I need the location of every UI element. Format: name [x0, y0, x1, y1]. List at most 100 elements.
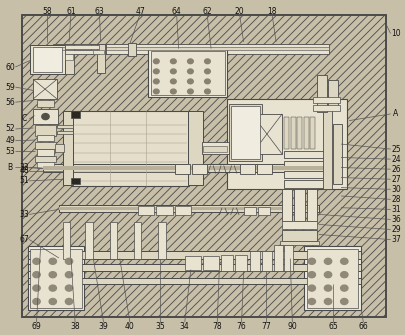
- Bar: [332, 124, 341, 184]
- Bar: [53, 47, 328, 50]
- Bar: [284, 180, 330, 188]
- Text: 48: 48: [19, 166, 29, 175]
- Text: 61: 61: [66, 7, 76, 16]
- Circle shape: [153, 59, 159, 64]
- Bar: [138, 206, 154, 215]
- Bar: [312, 105, 339, 111]
- Bar: [174, 206, 190, 215]
- Bar: [59, 207, 318, 210]
- Bar: [322, 99, 331, 189]
- Bar: [284, 245, 292, 271]
- Circle shape: [324, 298, 331, 305]
- Bar: [184, 256, 200, 270]
- Text: 24: 24: [390, 155, 400, 163]
- Text: 32: 32: [19, 163, 29, 172]
- Circle shape: [33, 272, 40, 278]
- Circle shape: [170, 89, 176, 94]
- Text: A: A: [392, 110, 397, 118]
- Bar: [65, 54, 73, 60]
- Text: B: B: [8, 163, 13, 172]
- Bar: [227, 99, 346, 189]
- Circle shape: [153, 69, 159, 74]
- Text: 53: 53: [5, 147, 15, 156]
- Bar: [281, 221, 316, 229]
- Bar: [202, 256, 219, 270]
- Bar: [30, 45, 65, 74]
- Bar: [33, 109, 58, 124]
- Circle shape: [204, 79, 210, 84]
- Bar: [22, 15, 385, 317]
- Bar: [221, 255, 232, 271]
- Circle shape: [187, 59, 193, 64]
- Bar: [28, 264, 360, 271]
- Bar: [307, 249, 358, 308]
- Text: 29: 29: [390, 225, 400, 234]
- Bar: [148, 49, 227, 97]
- Bar: [284, 161, 330, 168]
- Bar: [261, 251, 271, 271]
- Bar: [91, 44, 105, 54]
- Text: 76: 76: [236, 322, 246, 331]
- Circle shape: [340, 285, 347, 291]
- Bar: [55, 144, 64, 152]
- Text: 66: 66: [358, 322, 367, 331]
- Text: 78: 78: [212, 322, 222, 331]
- Text: 25: 25: [390, 145, 400, 153]
- Bar: [92, 50, 104, 54]
- Text: 37: 37: [390, 235, 400, 244]
- Bar: [28, 278, 360, 284]
- Text: 58: 58: [42, 7, 51, 16]
- Bar: [35, 142, 56, 149]
- Text: 26: 26: [390, 165, 400, 174]
- Circle shape: [65, 258, 72, 264]
- Bar: [85, 222, 92, 259]
- Bar: [63, 111, 73, 185]
- Text: 36: 36: [390, 215, 400, 224]
- Circle shape: [49, 258, 56, 264]
- Bar: [65, 44, 74, 74]
- Text: 10: 10: [390, 29, 400, 38]
- Bar: [284, 151, 330, 158]
- Text: 38: 38: [70, 322, 80, 331]
- Circle shape: [340, 258, 347, 264]
- Circle shape: [49, 285, 56, 291]
- Bar: [303, 117, 308, 149]
- Text: 62: 62: [202, 7, 211, 16]
- Bar: [36, 149, 54, 156]
- Circle shape: [42, 114, 49, 120]
- Circle shape: [187, 79, 193, 84]
- Text: 69: 69: [32, 322, 41, 331]
- Circle shape: [33, 285, 40, 291]
- Circle shape: [204, 89, 210, 94]
- Text: 60: 60: [5, 63, 15, 71]
- Bar: [284, 171, 330, 178]
- Bar: [36, 100, 53, 107]
- Bar: [33, 79, 57, 99]
- Text: 35: 35: [155, 322, 165, 331]
- Bar: [158, 222, 165, 259]
- Bar: [53, 44, 328, 54]
- Bar: [35, 156, 56, 162]
- Circle shape: [49, 298, 56, 305]
- Bar: [257, 207, 269, 215]
- Circle shape: [187, 89, 193, 94]
- Bar: [281, 189, 292, 221]
- Bar: [71, 178, 80, 184]
- Circle shape: [153, 89, 159, 94]
- Bar: [312, 97, 339, 103]
- Bar: [65, 45, 99, 49]
- Bar: [294, 189, 304, 221]
- Text: 65: 65: [327, 322, 337, 331]
- Circle shape: [65, 285, 72, 291]
- Text: 28: 28: [390, 195, 400, 204]
- Bar: [231, 106, 259, 159]
- Bar: [156, 206, 172, 215]
- Bar: [249, 251, 259, 271]
- Circle shape: [340, 272, 347, 278]
- Bar: [306, 189, 316, 221]
- Bar: [128, 43, 136, 56]
- Bar: [134, 222, 141, 259]
- Bar: [57, 125, 73, 128]
- Bar: [290, 117, 295, 149]
- Circle shape: [170, 69, 176, 74]
